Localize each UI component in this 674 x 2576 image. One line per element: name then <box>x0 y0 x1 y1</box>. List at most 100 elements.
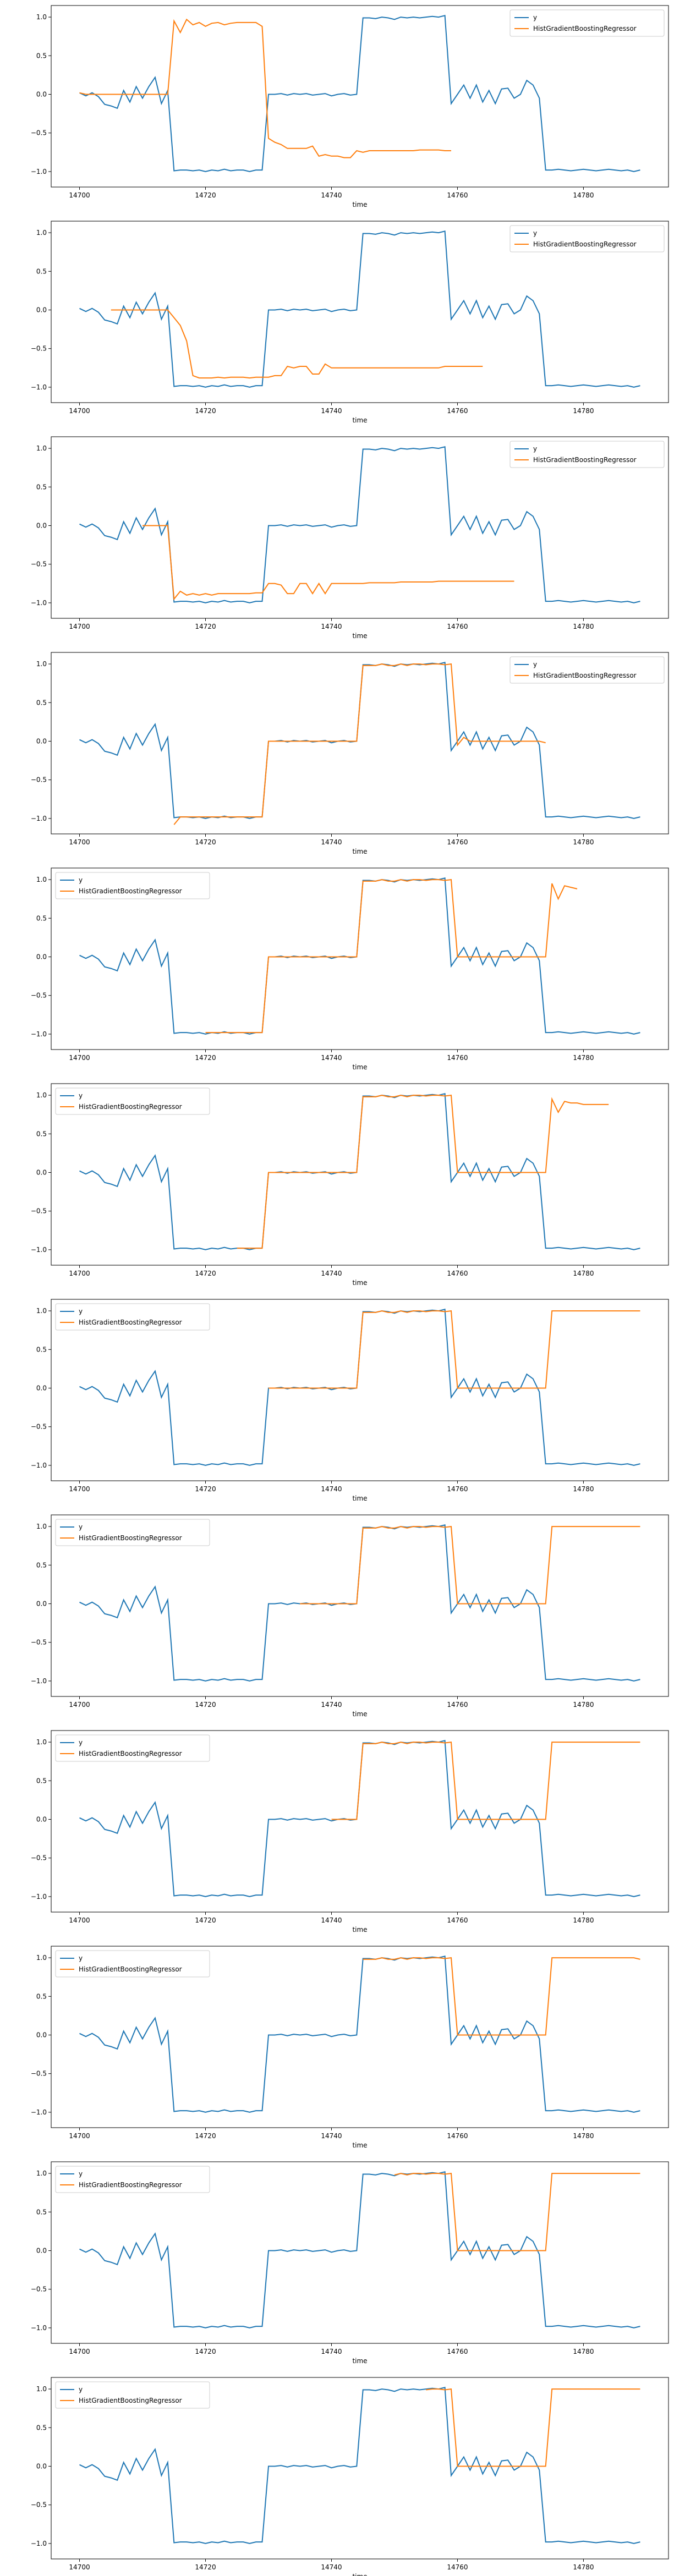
x-tick-label: 14700 <box>69 1270 90 1277</box>
y-tick-label: 1.0 <box>36 1307 47 1315</box>
y-tick-label: 1.0 <box>36 1954 47 1962</box>
legend-frame <box>55 1303 210 1331</box>
x-tick-label: 14740 <box>321 2563 342 2571</box>
legend-label: y <box>79 2386 83 2393</box>
legend: y HistGradientBoostingRegressor <box>509 9 665 37</box>
legend-label: y <box>79 876 83 884</box>
x-tick-label: 14720 <box>195 1916 216 1924</box>
y-tick-label: 0.0 <box>36 2031 47 2039</box>
legend-frame <box>55 2166 210 2193</box>
x-tick-label: 14760 <box>447 1485 468 1493</box>
y-tick-label: 0.0 <box>36 306 47 314</box>
series-line-prediction <box>237 1094 609 1249</box>
series-line-y <box>79 2387 640 2544</box>
subplot-5: 14700 14720 14740 14760 14780 −1.0 −0.5 0.0 0.5 1… <box>31 867 669 1071</box>
legend-frame <box>55 1519 210 1546</box>
legend-label: y <box>79 1523 83 1531</box>
x-tick-label: 14700 <box>69 1054 90 1062</box>
x-tick-label: 14740 <box>321 1054 342 1062</box>
series-line-y <box>79 1956 640 2113</box>
series-line-y <box>79 230 640 388</box>
legend-label: y <box>533 661 537 668</box>
y-tick-label: −1.0 <box>31 1893 47 1901</box>
subplot-4: 14700 14720 14740 14760 14780 −1.0 −0.5 0.0 0.5 1… <box>31 652 669 855</box>
series-line-prediction <box>300 1525 640 1605</box>
legend-label: HistGradientBoostingRegressor <box>79 1965 182 1973</box>
x-tick-label: 14700 <box>69 2132 90 2140</box>
y-tick-label: −0.5 <box>31 2501 47 2509</box>
x-tick-label: 14740 <box>321 1270 342 1277</box>
legend-frame <box>55 1734 210 1762</box>
y-tick-label: 0.0 <box>36 1168 47 1176</box>
legend-label: HistGradientBoostingRegressor <box>533 25 637 32</box>
y-tick-label: −0.5 <box>31 1423 47 1431</box>
y-tick-label: −0.5 <box>31 345 47 353</box>
legend-frame <box>55 2381 210 2409</box>
x-tick-label: 14720 <box>195 1270 216 1277</box>
legend-label: y <box>533 445 537 453</box>
x-tick-label: 14780 <box>573 1701 594 1709</box>
x-tick-label: 14780 <box>573 623 594 630</box>
subplot-7: 14700 14720 14740 14760 14780 −1.0 −0.5 0.0 0.5 1… <box>31 1299 669 1502</box>
x-tick-label: 14760 <box>447 1054 468 1062</box>
y-tick-label: −0.5 <box>31 561 47 568</box>
y-tick-label: 1.0 <box>36 13 47 21</box>
y-tick-label: 0.5 <box>36 1345 47 1353</box>
x-tick-label: 14760 <box>447 1701 468 1709</box>
legend-label: y <box>533 14 537 21</box>
y-tick-label: 0.0 <box>36 521 47 529</box>
legend-label: HistGradientBoostingRegressor <box>533 240 637 248</box>
legend-label: y <box>79 2170 83 2178</box>
x-tick-label: 14700 <box>69 2563 90 2571</box>
x-tick-label: 14740 <box>321 838 342 846</box>
y-tick-label: 0.5 <box>36 1561 47 1569</box>
legend-label: HistGradientBoostingRegressor <box>533 456 637 464</box>
y-tick-label: 1.0 <box>36 2385 47 2393</box>
x-tick-label: 14700 <box>69 1701 90 1709</box>
y-tick-label: −1.0 <box>31 2324 47 2332</box>
y-tick-label: −0.5 <box>31 2070 47 2078</box>
x-tick-label: 14760 <box>447 1270 468 1277</box>
y-tick-label: −1.0 <box>31 2540 47 2547</box>
y-tick-label: 0.0 <box>36 1600 47 1607</box>
legend: y HistGradientBoostingRegressor <box>509 441 665 468</box>
y-tick-label: −0.5 <box>31 2286 47 2293</box>
x-tick-label: 14740 <box>321 623 342 630</box>
legend: y HistGradientBoostingRegressor <box>55 1950 210 1978</box>
legend-frame <box>509 441 665 468</box>
y-tick-label: −1.0 <box>31 1246 47 1254</box>
subplot-8: 14700 14720 14740 14760 14780 −1.0 −0.5 0.0 0.5 1… <box>31 1514 669 1718</box>
y-tick-label: 1.0 <box>36 1738 47 1746</box>
y-tick-label: 0.5 <box>36 1777 47 1784</box>
x-tick-label: 14700 <box>69 2348 90 2355</box>
legend: y HistGradientBoostingRegressor <box>55 2166 210 2193</box>
y-tick-label: 1.0 <box>36 2169 47 2177</box>
subplot-2: 14700 14720 14740 14760 14780 −1.0 −0.5 0.0 0.5 1… <box>31 221 669 424</box>
legend: y HistGradientBoostingRegressor <box>55 1734 210 1762</box>
y-tick-label: 1.0 <box>36 876 47 883</box>
series-line-y <box>79 2171 640 2328</box>
x-tick-label: 14720 <box>195 191 216 199</box>
series-line-y <box>79 15 640 172</box>
y-tick-label: −1.0 <box>31 1462 47 1469</box>
x-axis-label: time <box>352 2573 367 2576</box>
y-tick-label: 0.5 <box>36 267 47 275</box>
y-tick-label: 0.0 <box>36 90 47 98</box>
series-line-prediction <box>331 1741 640 1820</box>
y-tick-label: 0.0 <box>36 2247 47 2254</box>
x-tick-label: 14740 <box>321 1701 342 1709</box>
x-tick-label: 14760 <box>447 2348 468 2355</box>
series-line-prediction <box>363 1957 640 2036</box>
x-tick-label: 14720 <box>195 623 216 630</box>
x-tick-label: 14740 <box>321 1485 342 1493</box>
series-line-prediction <box>173 663 546 825</box>
x-tick-label: 14740 <box>321 407 342 415</box>
y-tick-label: 0.0 <box>36 737 47 745</box>
y-tick-label: 1.0 <box>36 1091 47 1099</box>
x-tick-label: 14720 <box>195 407 216 415</box>
x-tick-label: 14700 <box>69 407 90 415</box>
x-tick-label: 14760 <box>447 191 468 199</box>
x-axis-label: time <box>352 1495 367 1502</box>
legend-label: y <box>79 1308 83 1315</box>
y-tick-label: −0.5 <box>31 992 47 999</box>
